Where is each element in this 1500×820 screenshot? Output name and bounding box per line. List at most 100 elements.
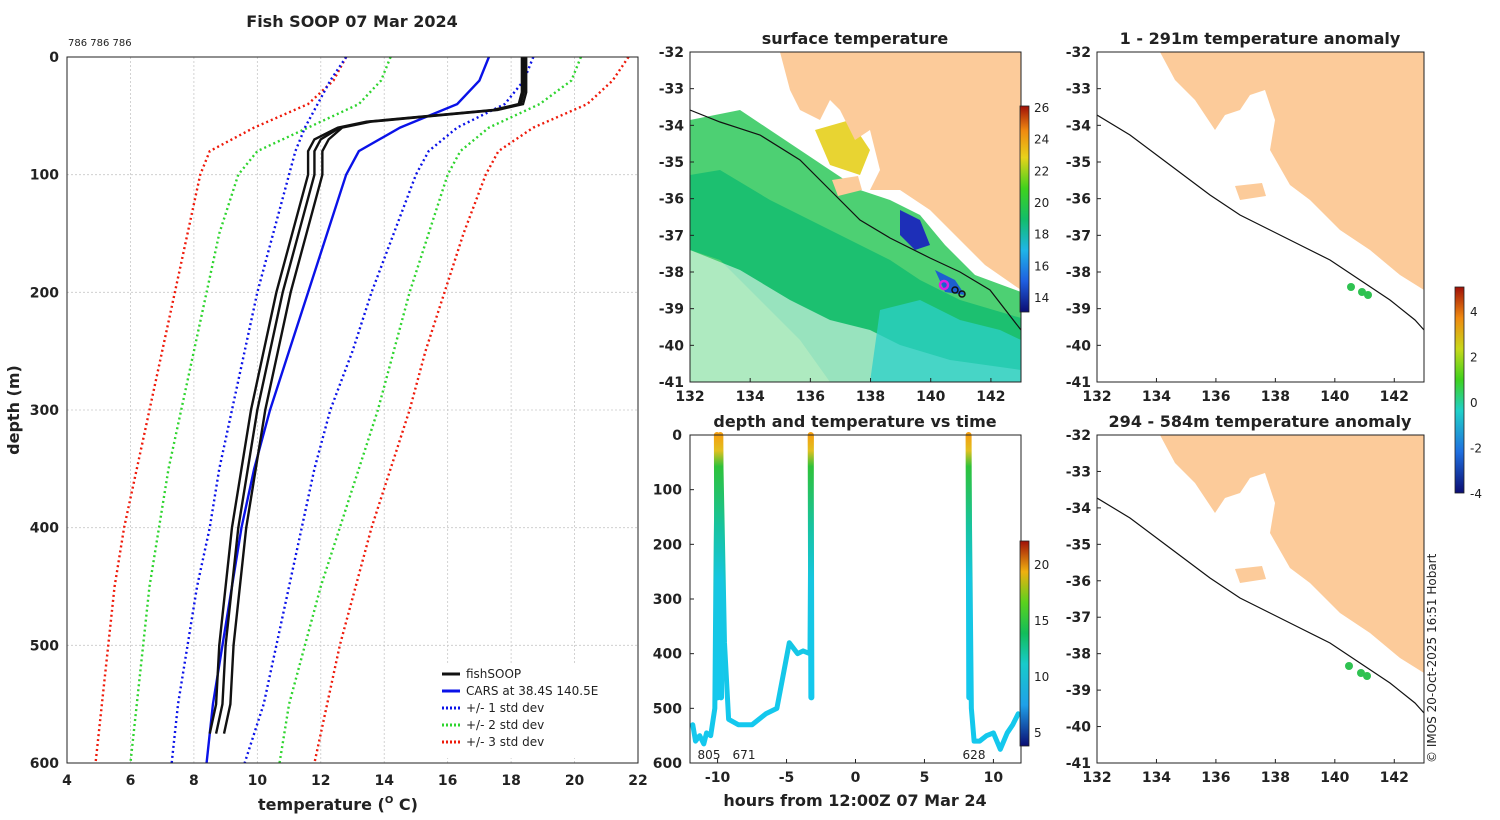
time-ytick-label: 100 xyxy=(653,483,682,499)
anomaly-bottom-xtick-label: 140 xyxy=(1320,770,1349,786)
time-ytick-label: 0 xyxy=(672,428,682,444)
profile-ticks: 4 6 8 10 12 14 16 18 20 22 0 100 200 300 400 500 600 xyxy=(30,50,648,789)
anomaly-bottom-ytick-label: -33 xyxy=(1066,464,1091,480)
anomaly-colorbar-label: 2 xyxy=(1470,351,1478,365)
profile-frame xyxy=(66,56,639,764)
anomaly-bottom-title: 294 - 584m temperature anomaly xyxy=(1109,412,1412,431)
anomaly-colorbar-label: -2 xyxy=(1470,442,1482,456)
time-colorbar-label: 10 xyxy=(1034,670,1049,684)
time-xtick-label: 5 xyxy=(920,770,930,786)
sst-title: surface temperature xyxy=(762,29,949,48)
anomaly-top-xtick-label: 142 xyxy=(1380,389,1409,405)
time-ytick-label: 200 xyxy=(653,537,682,553)
time-ytick-label: 600 xyxy=(653,756,682,772)
sst-xtick-label: 136 xyxy=(796,389,825,405)
profile-xtick-label: 20 xyxy=(565,773,585,789)
sst-land-kangaroo-island xyxy=(832,176,862,196)
profile-ytick-label: 500 xyxy=(30,638,59,654)
anomaly-bottom-ytick-label: -37 xyxy=(1066,610,1091,626)
anomaly-top-title: 1 - 291m temperature anomaly xyxy=(1120,29,1401,48)
time-lines xyxy=(690,432,1021,752)
anomaly-bottom-ytick-label: -41 xyxy=(1066,756,1091,772)
legend-label-2std: +/- 2 std dev xyxy=(466,718,544,732)
sst-colorbar-ticks: 26 24 22 20 18 16 14 xyxy=(1034,101,1049,305)
sst-ytick-label: -40 xyxy=(659,338,685,354)
sst-cast-marker-magenta xyxy=(938,279,950,291)
time-xtick-label: -10 xyxy=(705,770,731,786)
sst-ytick-label: -34 xyxy=(659,118,685,134)
sst-colorbar-label: 24 xyxy=(1034,133,1049,147)
anomaly-top-ytick-label: -40 xyxy=(1066,338,1092,354)
sst-ytick-label: -33 xyxy=(659,82,684,98)
sst-colorbar-label: 14 xyxy=(1034,291,1049,305)
profile-xtick-label: 4 xyxy=(62,773,72,789)
anomaly-bottom-ytick-label: -38 xyxy=(1066,647,1091,663)
anomaly-top-ytick-label: -38 xyxy=(1066,265,1091,281)
profile-ytick-label: 400 xyxy=(30,521,59,537)
profile-xtick-label: 8 xyxy=(189,773,199,789)
time-xlabel: hours from 12:00Z 07 Mar 24 xyxy=(723,791,986,810)
anomaly-bottom-ytick-label: -39 xyxy=(1066,683,1091,699)
anomaly-bottom-content xyxy=(1097,435,1424,763)
anomaly-top-xtick-label: 134 xyxy=(1142,389,1171,405)
fishsoop-profile-line xyxy=(222,57,528,734)
profile-panel: 4 6 8 10 12 14 16 18 20 22 0 100 200 300 400 500 600 Fis… xyxy=(4,12,648,814)
sst-xtick-label: 132 xyxy=(675,389,704,405)
anomaly-top-land-australia xyxy=(1160,52,1424,290)
profile-ytick-label: 600 xyxy=(30,756,59,772)
time-grid xyxy=(690,434,994,764)
anomaly-top-ytick-label: -41 xyxy=(1066,375,1091,391)
sst-colorbar xyxy=(1019,105,1030,313)
sst-ytick-label: -36 xyxy=(659,192,684,208)
sst-xtick-label: 134 xyxy=(736,389,765,405)
time-cast-line xyxy=(690,432,721,747)
anomaly-top-frame xyxy=(1096,51,1425,383)
sst-ytick-label: -38 xyxy=(659,265,684,281)
time-cast-vertical xyxy=(965,432,973,701)
sst-ytick-label: -39 xyxy=(659,302,684,318)
sst-cloud-gap xyxy=(690,250,1021,382)
anomaly-bottom-ytick-label: -35 xyxy=(1066,537,1091,553)
profile-title: Fish SOOP 07 Mar 2024 xyxy=(246,12,457,31)
anomaly-bottom-xtick-label: 134 xyxy=(1142,770,1171,786)
time-xtick-label: 0 xyxy=(851,770,861,786)
time-cast-vertical xyxy=(713,432,721,701)
anomaly-bottom-land-kangaroo-island xyxy=(1235,566,1266,583)
sst-cast-marker xyxy=(951,286,959,294)
anomaly-bottom-cast-dot xyxy=(1357,669,1365,677)
anomaly-colorbar-ticks: 4 2 0 -2 -4 xyxy=(1470,305,1482,501)
std3-upper-line xyxy=(313,56,630,764)
sst-xtick-label: 142 xyxy=(976,389,1005,405)
anomaly-top-ytick-label: -37 xyxy=(1066,228,1091,244)
sst-colorbar-label: 18 xyxy=(1034,228,1049,242)
anomaly-colorbar-label: -4 xyxy=(1470,487,1482,501)
sst-colorbar-label: 16 xyxy=(1034,259,1049,273)
time-cast-label-805: 805 xyxy=(698,748,721,762)
anomaly-top-ytick-label: -36 xyxy=(1066,192,1091,208)
profile-ytick-label: 200 xyxy=(30,285,59,301)
time-ytick-label: 400 xyxy=(653,647,682,663)
anomaly-top-cast-dot xyxy=(1358,288,1366,296)
credit-text: © IMOS 20-Oct-2025 16:51 Hobart xyxy=(1425,553,1439,763)
profile-lines xyxy=(94,56,630,764)
sst-land-australia xyxy=(690,52,1021,290)
legend-label-fishsoop: fishSOOP xyxy=(466,667,521,681)
anomaly-bottom-xtick-label: 136 xyxy=(1201,770,1230,786)
sst-cool-patch xyxy=(870,300,1021,382)
time-cast-label-671: 671 xyxy=(733,748,756,762)
sst-colorbar-label: 22 xyxy=(1034,164,1049,178)
anomaly-colorbar-label: 0 xyxy=(1470,396,1478,410)
sst-colorbar-label: 26 xyxy=(1034,101,1049,115)
anomaly-colorbar-label: 4 xyxy=(1470,305,1478,319)
anomaly-bottom-xtick-label: 138 xyxy=(1261,770,1290,786)
profile-ylabel: depth (m) xyxy=(4,365,23,455)
profile-ytick-label: 300 xyxy=(30,403,59,419)
profile-xtick-label: 6 xyxy=(126,773,136,789)
time-cast-line xyxy=(966,432,1021,752)
